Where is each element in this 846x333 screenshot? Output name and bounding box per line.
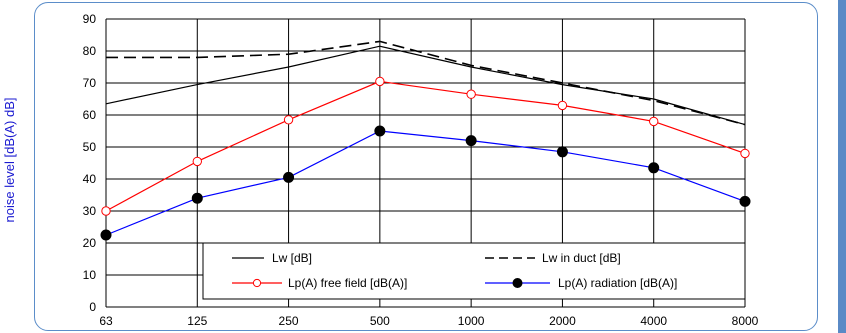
y-tick-label: 90: [83, 12, 97, 26]
legend-marker: [252, 278, 262, 288]
tick-labels: 0 10 20 30 40 50 60 70 80 90 63 125 250 500 1000 2000 40…: [83, 12, 759, 328]
series-line: [105, 45, 746, 126]
y-tick-label: 80: [83, 44, 97, 58]
x-tick-label: 250: [279, 314, 299, 328]
data-point: [557, 100, 568, 111]
right-edge-strip: [838, 0, 846, 333]
legend-label: Lp(A) radiation [dB(A)]: [558, 276, 677, 290]
data-point: [375, 76, 385, 87]
data-point: [649, 116, 659, 127]
legend-label: Lw in duct [dB]: [542, 251, 621, 265]
y-tick-label: 40: [83, 172, 97, 186]
series-layer: [100, 40, 751, 241]
x-tick-label: 63: [99, 314, 113, 328]
x-tick-label: 500: [370, 314, 390, 328]
series-line: [105, 130, 746, 236]
y-tick-label: 60: [83, 108, 97, 122]
y-axis-label: noise level [dB(A) dB]: [2, 97, 17, 222]
legend-label: Lw [dB]: [272, 251, 312, 265]
data-point: [100, 229, 112, 241]
data-point: [191, 192, 203, 204]
data-point: [283, 115, 294, 125]
data-point: [101, 206, 111, 216]
data-point: [192, 156, 202, 167]
x-tick-label: 8000: [732, 314, 759, 328]
x-tick-label: 4000: [640, 314, 667, 328]
y-tick-label: 70: [83, 76, 97, 90]
data-point: [739, 195, 751, 207]
y-tick-label: 10: [83, 268, 97, 282]
x-tick-label: 1000: [458, 314, 485, 328]
data-point: [740, 148, 750, 159]
data-point: [466, 89, 476, 99]
data-point: [465, 135, 477, 147]
data-point: [374, 125, 386, 137]
x-tick-label: 125: [187, 314, 207, 328]
y-tick-label: 50: [83, 140, 97, 154]
legend-box: [202, 242, 746, 300]
legend-layer: Lw [dB] Lw in duct [dB] Lp(A) free field […: [202, 242, 746, 300]
data-point: [556, 146, 568, 158]
series-line: [105, 80, 746, 212]
legend-marker: [512, 278, 523, 288]
legend-label: Lp(A) free field [dB(A)]: [288, 276, 407, 290]
data-point: [648, 162, 660, 174]
data-point: [283, 171, 295, 183]
y-tick-label: 20: [83, 236, 97, 250]
y-tick-label: 30: [83, 204, 97, 218]
x-tick-label: 2000: [549, 314, 576, 328]
y-tick-label: 0: [89, 300, 96, 314]
